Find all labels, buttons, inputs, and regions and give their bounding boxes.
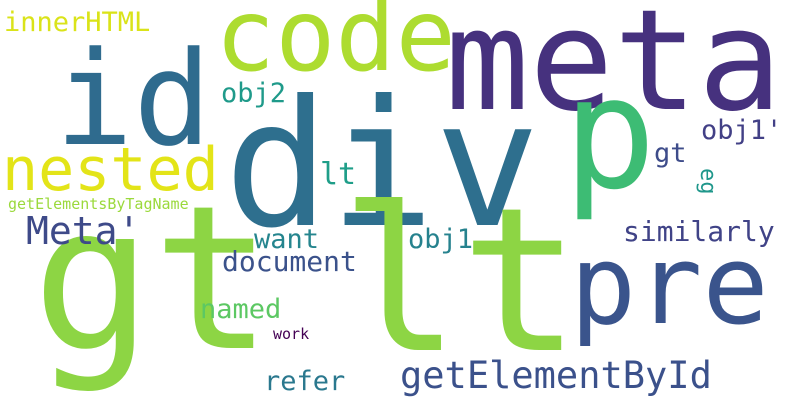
word-meta-quote: Meta' [26, 209, 141, 253]
word-refer: refer [264, 366, 346, 397]
word-want: want [254, 224, 320, 255]
word-getelementbyid: getElementById [400, 354, 712, 397]
word-id: id [55, 23, 212, 175]
word-obj2: obj2 [221, 78, 287, 109]
word-nested: nested [2, 135, 219, 205]
word-lt-small: lt [320, 157, 357, 192]
word-p: p [563, 43, 657, 224]
word-gt-small: gt [654, 138, 687, 169]
word-innerhtml: innerHTML [4, 7, 151, 38]
word-eg: eg [695, 168, 720, 195]
word-work: work [273, 325, 310, 343]
word-named: named [200, 294, 282, 325]
word-pre: pre [570, 221, 769, 349]
word-div: div [224, 64, 541, 267]
word-meta: meta [445, 0, 783, 143]
word-gt-large: gt [32, 163, 273, 396]
word-code: code [215, 0, 456, 94]
word-getelementsbytagname: getElementsByTagName [8, 195, 189, 213]
word-document: document [222, 245, 357, 278]
word-obj1-quote: obj1' [701, 115, 783, 146]
word-lt-large: lt [340, 165, 581, 398]
word-obj1: obj1 [408, 224, 474, 255]
word-similarly: similarly [623, 215, 775, 248]
